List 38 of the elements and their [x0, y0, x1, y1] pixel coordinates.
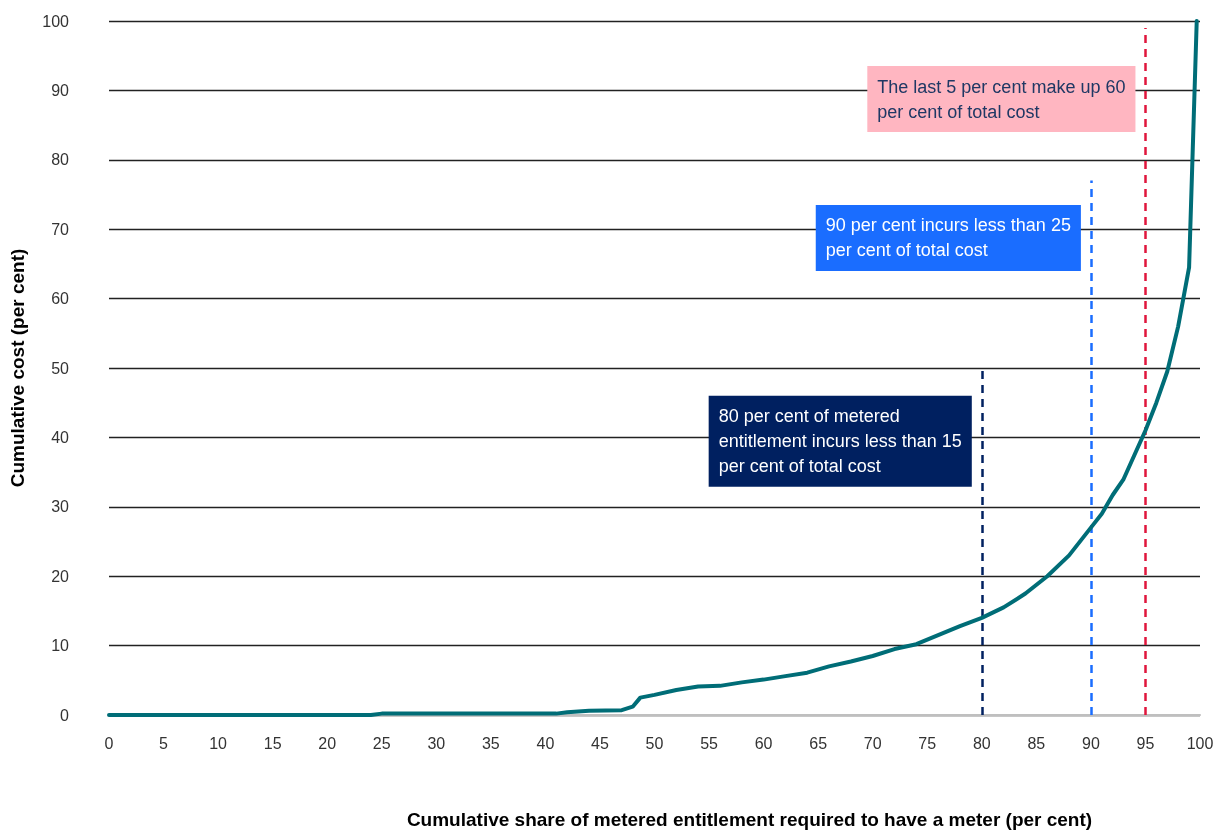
x-tick-label: 50 [645, 734, 664, 752]
x-tick-label: 65 [809, 734, 828, 752]
y-tick-label: 30 [51, 498, 70, 516]
y-tick-label: 50 [51, 359, 70, 377]
x-tick-label: 15 [263, 734, 282, 752]
x-tick-label: 25 [372, 734, 391, 752]
x-tick-label: 35 [481, 734, 500, 752]
ref-line-label: The last 5 per cent make up 60 per cent of total cost [877, 76, 1126, 122]
x-tick-label: 55 [700, 734, 719, 752]
x-tick-label: 80 [972, 734, 991, 752]
line-series [107, 19, 1199, 717]
x-tick-label: 40 [536, 734, 555, 752]
y-axis-title: Cumulative cost (per cent) [7, 248, 28, 488]
y-tick-label: 10 [51, 637, 70, 655]
x-tick-label: 70 [863, 734, 882, 752]
x-tick-label: 75 [918, 734, 937, 752]
x-tick-label: 5 [159, 734, 169, 752]
y-tick-label: 20 [51, 567, 70, 585]
y-tick-label: 70 [51, 220, 70, 238]
x-axis-title: Cumulative share of metered entitlement required to have a meter (per cent) [406, 809, 1093, 830]
y-tick-label: 60 [51, 290, 70, 308]
x-tick-label: 45 [591, 734, 609, 752]
x-tick-label: 90 [1082, 734, 1100, 752]
y-tick-label: 100 [42, 12, 70, 30]
y-tick-label: 90 [51, 81, 70, 99]
x-tick-label: 100 [1186, 734, 1214, 752]
x-tick-label: 20 [318, 734, 337, 752]
x-tick-label: 0 [104, 734, 114, 752]
ref-line-label: 80 per cent of metered entitlement incurs less than 15 per cent of total cost [718, 406, 962, 477]
x-tick-label: 60 [754, 734, 773, 752]
x-tick-label: 10 [209, 734, 228, 752]
x-tick-label: 85 [1027, 734, 1046, 752]
ref-line-label: 90 per cent incurs less than 25 per cent of total cost [825, 215, 1071, 261]
x-tick-label: 30 [427, 734, 446, 752]
y-tick-label: 40 [51, 428, 70, 446]
y-tick-label: 80 [51, 151, 70, 169]
y-tick-label: 0 [60, 706, 70, 724]
x-tick-label: 95 [1136, 734, 1155, 752]
